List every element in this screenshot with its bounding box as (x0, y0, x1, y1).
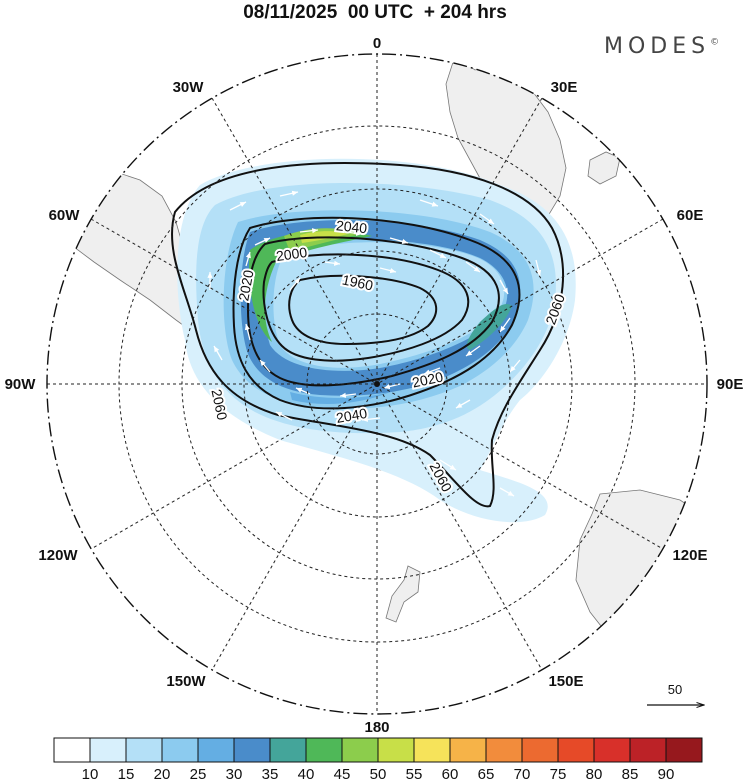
colorbar-swatch (593, 737, 631, 763)
colorbar-swatch (665, 737, 703, 763)
contour-label-2040-north: 2040 (335, 217, 368, 236)
colorbar-tick-label: 20 (154, 766, 171, 782)
colorbar-swatch (341, 737, 379, 763)
land-madagascar (587, 151, 621, 185)
lon-label-30e: 30E (551, 79, 578, 96)
colorbar-swatch (557, 737, 595, 763)
colorbar-swatch (161, 737, 199, 763)
contour-2020 (246, 236, 500, 387)
colorbar-tick-label: 10 (82, 766, 99, 782)
contour-1960 (288, 274, 438, 346)
colorbar-swatch (233, 737, 271, 763)
jet-core-s (290, 392, 390, 404)
jet-ring-35 (240, 220, 521, 396)
jet-core-45 (248, 230, 372, 342)
colorbar-tick-label: 40 (298, 766, 315, 782)
colorbar-tick-label: 70 (514, 766, 531, 782)
reference-vector: 50 (647, 682, 704, 705)
colorbar-tick-label: 90 (658, 766, 675, 782)
colorbar-swatch (485, 737, 523, 763)
colorbar-swatch (449, 737, 487, 763)
lon-label-60e: 60E (677, 207, 704, 224)
brand-name: MODES (604, 34, 711, 59)
longitude-labels: 0 30E 60E 90E 120E 150E 180 150W 120W 90… (5, 35, 744, 736)
colorbar-swatch (413, 737, 451, 763)
colorbar-tick-label: 55 (406, 766, 423, 782)
lon-label-60w: 60W (49, 207, 81, 224)
lon-label-150e: 150E (548, 673, 583, 690)
contour-2060 (171, 161, 565, 508)
south-pole-marker (374, 381, 380, 387)
lon-label-180: 180 (364, 719, 389, 736)
land-new-zealand (385, 565, 421, 623)
colorbar-tick-label: 45 (334, 766, 351, 782)
height-contours (171, 161, 565, 508)
lon-label-120e: 120E (672, 547, 707, 564)
copyright-mark: © (710, 37, 720, 48)
reference-vector-label: 50 (668, 682, 682, 697)
colorbar-swatch (629, 737, 667, 763)
colorbar-swatch (125, 737, 163, 763)
colorbar: 10 15 20 25 30 35 40 45 50 55 60 65 70 75 80 85 90 (53, 737, 703, 782)
colorbar-tick-label: 60 (442, 766, 459, 782)
colorbar-tick-label: 30 (226, 766, 243, 782)
colorbar-swatch (89, 737, 127, 763)
contour-2000 (262, 253, 470, 362)
modes-logo: MODES© (604, 34, 719, 59)
map-title: 08/11/2025 00 UTC + 204 hrs (243, 2, 507, 23)
colorbar-swatch (269, 737, 307, 763)
colorbar-tick-label: 25 (190, 766, 207, 782)
colorbar-swatch (53, 737, 91, 763)
colorbar-tick-label: 65 (478, 766, 495, 782)
lon-label-90w: 90W (5, 376, 37, 393)
globe-boundary (46, 53, 708, 715)
lon-label-0: 0 (373, 35, 381, 52)
wind-vectors (207, 190, 542, 497)
colorbar-tick-label: 35 (262, 766, 279, 782)
contour-2040 (232, 216, 521, 410)
lon-label-90e: 90E (717, 376, 744, 393)
colorbar-tick-label: 85 (622, 766, 639, 782)
lon-label-150w: 150W (166, 673, 206, 690)
colorbar-tick-label: 75 (550, 766, 567, 782)
colorbar-swatch (305, 737, 343, 763)
lon-label-30w: 30W (173, 79, 205, 96)
colorbar-swatch (197, 737, 235, 763)
colorbar-tick-label: 50 (370, 766, 387, 782)
colorbar-swatch (377, 737, 415, 763)
lon-label-120w: 120W (38, 547, 78, 564)
colorbar-swatch (521, 737, 559, 763)
colorbar-tick-label: 80 (586, 766, 603, 782)
colorbar-tick-label: 15 (118, 766, 135, 782)
